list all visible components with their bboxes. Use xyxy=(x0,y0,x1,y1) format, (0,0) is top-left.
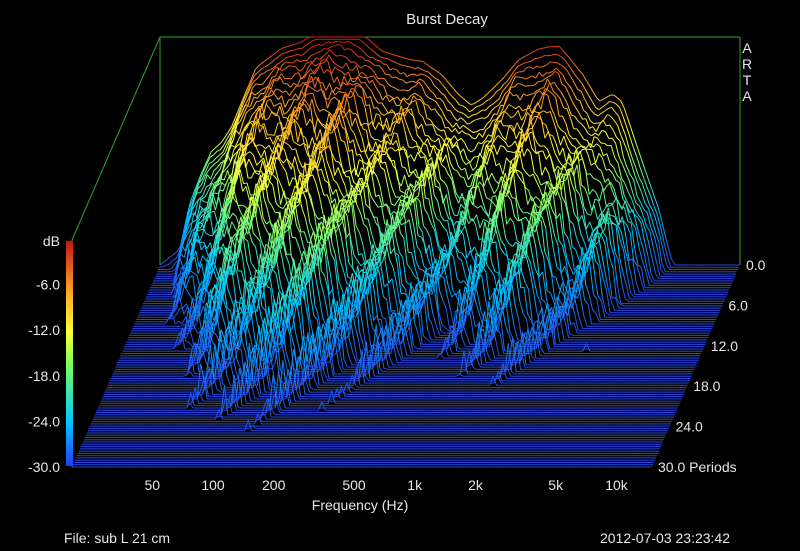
periods-tick-label: 30.0 Periods xyxy=(658,459,737,475)
frequency-tick-label: 2k xyxy=(468,477,484,493)
frequency-tick-label: 500 xyxy=(342,477,366,493)
decay-slice xyxy=(122,231,703,352)
decay-slice xyxy=(90,413,671,425)
decay-slice xyxy=(158,41,738,270)
db-color-scale xyxy=(66,241,73,466)
file-label: File: sub L 21 cm xyxy=(64,530,171,546)
decay-slice xyxy=(94,385,675,416)
periods-tick-labels: 0.0 6.0 12.0 18.0 24.0 30.0 Periods xyxy=(658,257,766,475)
decay-slice xyxy=(91,418,672,423)
db-tick-labels: -6.0 -12.0 -18.0 -24.0 -30.0 xyxy=(28,277,60,475)
frequency-tick-label: 10k xyxy=(605,477,629,493)
x-axis-label: Frequency (Hz) xyxy=(312,497,408,513)
decay-slice xyxy=(97,370,678,409)
periods-tick-label: 24.0 xyxy=(676,419,703,435)
decay-slice xyxy=(98,360,679,407)
frequency-tick-labels: 50 100 200 500 1k 2k 5k 10k xyxy=(145,477,629,493)
frequency-tick-label: 5k xyxy=(548,477,564,493)
periods-tick-label: 18.0 xyxy=(693,378,720,394)
decay-slice xyxy=(105,325,686,391)
db-tick-label: -30.0 xyxy=(28,459,60,475)
decay-slice xyxy=(100,364,681,402)
brand-label: ARTA xyxy=(739,40,755,104)
decay-slice xyxy=(125,222,706,345)
db-tick-label: -6.0 xyxy=(36,277,60,293)
timestamp-label: 2012-07-03 23:23:42 xyxy=(600,530,730,546)
db-tick-label: -12.0 xyxy=(28,322,60,338)
decay-slices xyxy=(72,36,740,468)
frequency-tick-label: 200 xyxy=(262,477,286,493)
decay-slice xyxy=(87,419,668,432)
chart-title: Burst Decay xyxy=(406,11,488,28)
decay-slice xyxy=(106,320,687,389)
decay-slice xyxy=(147,94,728,295)
periods-tick-label: 0.0 xyxy=(746,257,766,273)
frequency-tick-label: 100 xyxy=(201,477,225,493)
frequency-tick-label: 1k xyxy=(407,477,423,493)
frame-edge xyxy=(71,36,161,241)
frequency-tick-label: 50 xyxy=(145,477,161,493)
decay-slice xyxy=(96,394,677,411)
decay-slice xyxy=(158,38,739,268)
db-tick-label: -18.0 xyxy=(28,368,60,384)
periods-tick-label: 12.0 xyxy=(711,338,738,354)
decay-slice xyxy=(92,408,673,420)
periods-tick-label: 6.0 xyxy=(728,297,748,313)
db-tick-label: -24.0 xyxy=(28,413,60,429)
z-axis-unit: dB xyxy=(43,233,60,249)
decay-slice xyxy=(107,317,688,386)
decay-slice xyxy=(99,367,680,404)
decay-slice xyxy=(88,425,669,429)
decay-slice xyxy=(146,102,727,298)
